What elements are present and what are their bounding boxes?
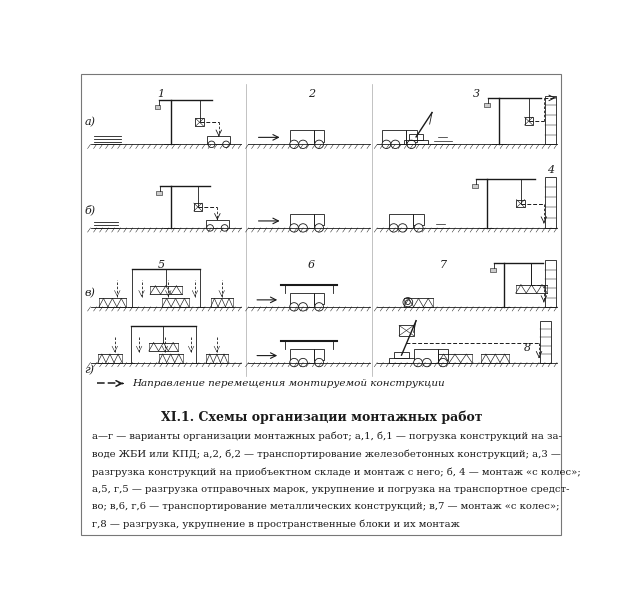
Bar [389, 358, 414, 362]
Circle shape [414, 358, 423, 367]
Text: б): б) [84, 204, 95, 215]
Circle shape [298, 140, 307, 148]
Circle shape [315, 224, 324, 232]
Bar [290, 349, 314, 362]
Text: г): г) [84, 365, 94, 375]
Circle shape [439, 358, 448, 367]
Text: 8: 8 [524, 343, 532, 353]
Bar [155, 106, 161, 109]
Text: а,5, г,5 — разгрузка отправочных марок, укрупнение и погрузка на транспортное ср: а,5, г,5 — разгрузка отправочных марок, … [92, 485, 569, 494]
Bar [545, 96, 556, 144]
Bar [540, 321, 551, 362]
Circle shape [423, 358, 431, 367]
Bar [414, 349, 438, 362]
Bar [438, 349, 448, 360]
Text: г,8 — разгрузка, укрупнение в пространственные блоки и их монтаж: г,8 — разгрузка, укрупнение в пространст… [92, 520, 460, 529]
Bar [490, 268, 496, 271]
Bar [196, 118, 204, 126]
Bar [394, 352, 409, 358]
Text: 7: 7 [440, 260, 446, 270]
Text: XI.1. Схемы организации монтажных работ: XI.1. Схемы организации монтажных работ [161, 411, 482, 424]
Bar [517, 200, 525, 207]
Text: 1: 1 [157, 89, 164, 99]
Circle shape [290, 358, 298, 367]
Bar [545, 177, 556, 228]
Circle shape [290, 224, 298, 232]
Circle shape [290, 303, 298, 311]
Text: разгрузка конструкций на приобъектном складе и монтаж с него; б, 4 — монтаж «с к: разгрузка конструкций на приобъектном ск… [92, 467, 581, 476]
Text: в): в) [84, 288, 95, 298]
Bar [206, 220, 229, 228]
Bar [314, 349, 324, 360]
Circle shape [315, 303, 324, 311]
Text: воде ЖБИ или КПД; а,2, б,2 — транспортирование железобетонных конструкций; а,3 —: воде ЖБИ или КПД; а,2, б,2 — транспортир… [92, 449, 561, 459]
Circle shape [208, 141, 215, 148]
Circle shape [290, 140, 298, 148]
Circle shape [298, 303, 307, 311]
Bar [194, 203, 202, 211]
Text: 3: 3 [473, 89, 480, 99]
Text: 6: 6 [308, 260, 315, 270]
Bar [389, 214, 413, 228]
Bar [404, 140, 428, 144]
Bar [382, 130, 406, 144]
Bar [399, 326, 414, 336]
Bar [314, 130, 324, 142]
Circle shape [315, 358, 324, 367]
Text: Направление перемещения монтируемой конструкции: Направление перемещения монтируемой конс… [132, 379, 445, 388]
Text: 2: 2 [308, 89, 315, 99]
Text: а): а) [84, 116, 95, 127]
Circle shape [389, 224, 398, 232]
Bar [314, 214, 324, 226]
Bar [484, 103, 490, 107]
Circle shape [398, 224, 407, 232]
Bar [472, 185, 478, 188]
Circle shape [207, 225, 213, 231]
Circle shape [407, 140, 416, 148]
Bar [545, 260, 556, 307]
Circle shape [315, 140, 324, 148]
Circle shape [221, 225, 228, 231]
Bar [314, 293, 324, 305]
Circle shape [298, 358, 307, 367]
Bar [290, 293, 314, 307]
Bar [413, 214, 424, 226]
Text: 5: 5 [157, 260, 164, 270]
Circle shape [414, 224, 423, 232]
Bar [406, 130, 417, 142]
Bar [409, 134, 423, 140]
Bar [290, 130, 314, 144]
Text: 4: 4 [547, 165, 554, 174]
Circle shape [223, 141, 229, 148]
Circle shape [382, 140, 391, 148]
Bar [290, 214, 314, 228]
Bar [525, 117, 533, 125]
Circle shape [391, 140, 399, 148]
Bar [156, 191, 162, 195]
Bar [207, 136, 231, 144]
Circle shape [298, 224, 307, 232]
Text: а—г — варианты организации монтажных работ; а,1, б,1 — погрузка конструкций на з: а—г — варианты организации монтажных раб… [92, 432, 562, 441]
Text: во; в,6, г,6 — транспортирование металлических конструкций; в,7 — монтаж «с коле: во; в,6, г,6 — транспортирование металли… [92, 502, 559, 511]
